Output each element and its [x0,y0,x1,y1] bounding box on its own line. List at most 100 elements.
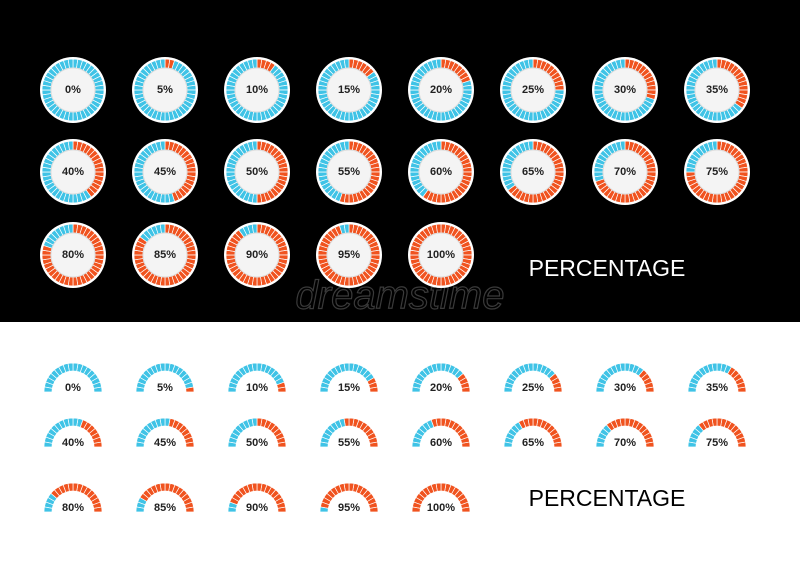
gauge-label: 80% [62,249,84,261]
gauge-label: 65% [522,166,544,178]
ring-gauge [224,222,290,288]
arc-gauge [43,482,103,513]
arc-gauge [687,362,747,393]
ring-center [326,67,372,113]
ring-gauge [592,57,658,123]
arc-segment [595,441,605,448]
gauge-label: 75% [706,166,728,178]
panel-title: PERCENTAGE [529,485,686,511]
arc-gauge [135,362,195,393]
ring-gauge [408,222,474,288]
arc-segment [319,506,329,513]
ring-gauge [684,57,750,123]
gauge-label: 20% [430,382,452,394]
gauge-label: 95% [338,249,360,261]
ring-center [326,149,372,195]
gauge-label: 15% [338,84,360,96]
arc-segment [43,441,53,448]
ring-center [326,232,372,278]
ring-gauge [132,57,198,123]
arc-gauge [227,417,287,448]
arc-segment [319,441,329,448]
ring-center [694,149,740,195]
gauge-label: 60% [430,437,452,449]
arc-segment [503,441,513,448]
arc-gauge [227,362,287,393]
ring-gauge [316,139,382,205]
arc-gauge [43,362,103,393]
arc-gauge [319,417,379,448]
gauge-label: 45% [154,437,176,449]
ring-gauge [316,222,382,288]
arc-gauge [135,482,195,513]
ring-center [694,67,740,113]
gauge-label: 0% [65,84,81,96]
gauge-label: 25% [522,382,544,394]
gauge-label: 65% [522,437,544,449]
ring-gauge [132,222,198,288]
arc-gauge [227,482,287,513]
arc-segment [687,441,697,448]
gauge-label: 55% [338,166,360,178]
ring-center [234,149,280,195]
gauge-label: 70% [614,437,636,449]
gauge-label: 60% [430,166,452,178]
arc-segment [411,506,421,513]
gauge-label: 95% [338,502,360,514]
gauge-label: 25% [522,84,544,96]
arc-segment [227,386,237,393]
gauge-label: 0% [65,382,81,394]
ring-gauge [132,139,198,205]
arc-gauge [411,362,471,393]
arc-gauge [411,482,471,513]
arc-segment [227,441,237,448]
ring-gauge [40,57,106,123]
arc-segment [595,386,605,393]
arc-gauge [503,362,563,393]
arc-gauge [135,417,195,448]
ring-center [50,232,96,278]
ring-center [510,67,556,113]
gauge-label: 40% [62,437,84,449]
ring-center [418,232,464,278]
gauge-label: 30% [614,382,636,394]
ring-gauge [224,139,290,205]
gauge-label: 85% [154,249,176,261]
arc-gauge [595,362,655,393]
gauge-label: 100% [427,502,455,514]
light-panel [0,322,800,572]
gauge-label: 15% [338,382,360,394]
arc-segment [227,506,237,513]
ring-center [602,67,648,113]
arc-gauge [503,417,563,448]
ring-center [142,232,188,278]
ring-center [234,232,280,278]
arc-gauge [687,417,747,448]
gauge-label: 5% [157,382,173,394]
arc-segment [411,386,421,393]
arc-segment [411,441,421,448]
ring-center [142,149,188,195]
ring-center [50,149,96,195]
gauge-label: 10% [246,382,268,394]
gauge-label: 80% [62,502,84,514]
dark-panel [0,0,800,322]
gauge-label: 40% [62,166,84,178]
arc-gauge [319,362,379,393]
ring-center [234,67,280,113]
ring-gauge [592,139,658,205]
arc-gauge [595,417,655,448]
ring-gauge [500,57,566,123]
gauge-label: 70% [614,166,636,178]
arc-segment [319,386,329,393]
ring-center [418,149,464,195]
gauge-label: 100% [427,249,455,261]
gauge-label: 90% [246,502,268,514]
ring-gauge [500,139,566,205]
ring-center [418,67,464,113]
gauge-label: 30% [614,84,636,96]
ring-gauge [316,57,382,123]
watermark: dreamstime [296,274,505,318]
arc-segment [135,506,145,513]
